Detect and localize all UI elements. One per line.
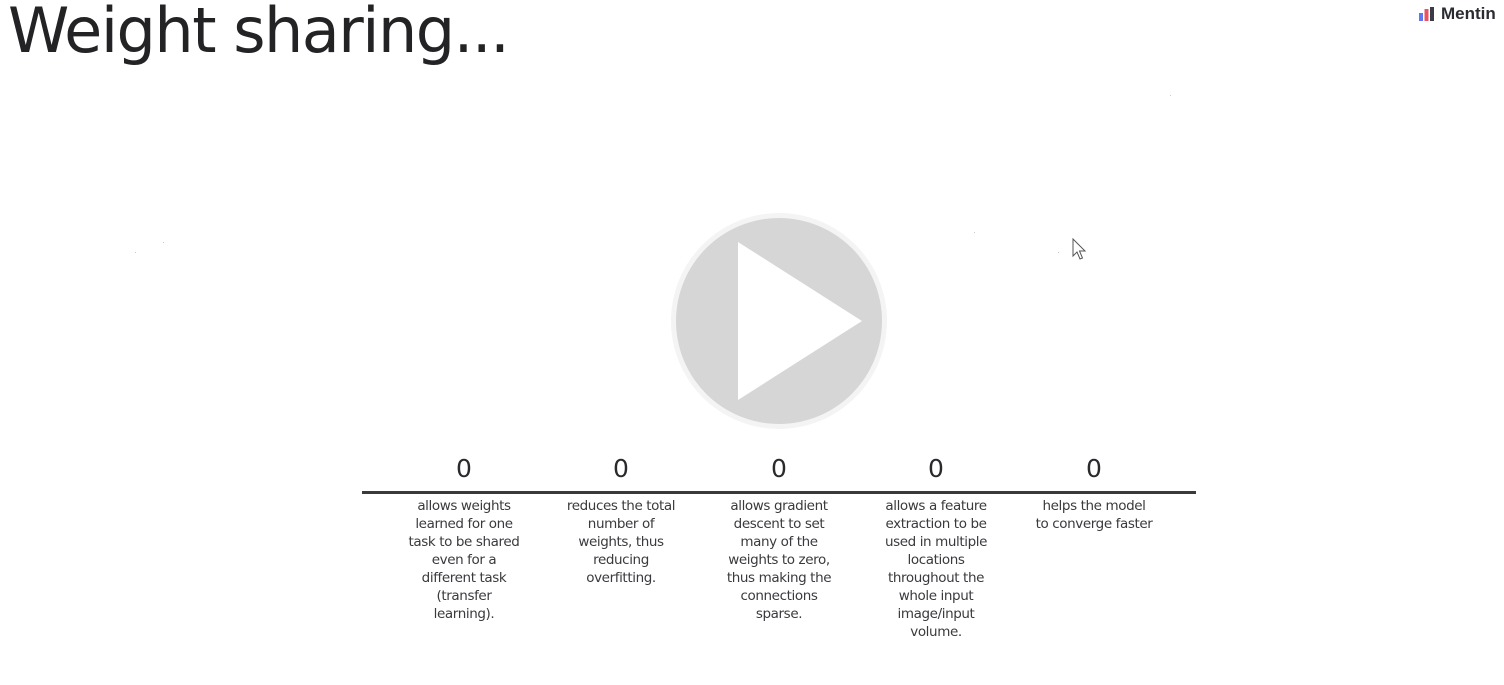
mentimeter-logo-icon <box>1419 7 1434 21</box>
brand-logo: Mentin <box>1419 4 1496 24</box>
option-count-5: 0 <box>1086 454 1102 483</box>
option-count-4: 0 <box>928 454 944 483</box>
option-count-2: 0 <box>613 454 629 483</box>
page-title: Weight sharing... <box>8 0 510 67</box>
brand-name: Mentin <box>1441 4 1496 23</box>
chart-baseline <box>362 491 1196 494</box>
decorative-dot <box>1058 252 1059 253</box>
option-count-3: 0 <box>771 454 787 483</box>
decorative-dot <box>974 232 975 233</box>
mouse-pointer-icon <box>1072 238 1087 260</box>
count-row: 0 0 0 0 0 <box>362 452 1196 492</box>
decorative-dot <box>163 242 164 243</box>
option-label-2: reduces the total number of weights, thu… <box>566 498 676 586</box>
option-label-5: helps the model to converge faster <box>1035 498 1153 532</box>
option-label-4: allows a feature extraction to be used i… <box>884 498 988 640</box>
option-label-3: allows gradient descent to set many of t… <box>726 498 832 622</box>
option-count-1: 0 <box>456 454 472 483</box>
decorative-dot <box>1170 95 1171 96</box>
decorative-dot <box>135 252 136 253</box>
results-bar-chart: 0 0 0 0 0 allows weights learned for one tas… <box>362 452 1196 652</box>
play-button[interactable] <box>670 212 888 430</box>
option-label-1: allows weights learned for one task to b… <box>408 498 520 622</box>
play-icon <box>671 213 887 429</box>
